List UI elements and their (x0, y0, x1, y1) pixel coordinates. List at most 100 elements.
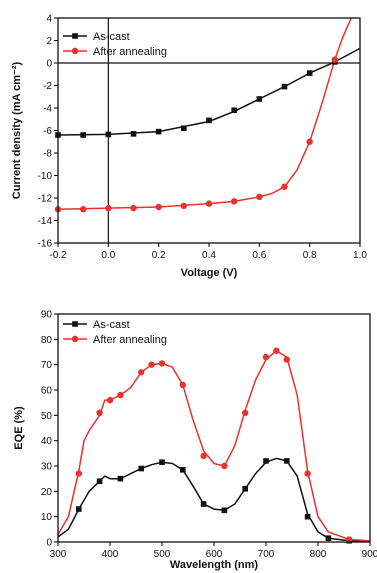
chart-1-x-tick-label-1: -0.2 (49, 250, 67, 261)
chart-2-y-tick-label-6: 50 (41, 411, 53, 422)
chart-1-series-1-point-11 (306, 70, 313, 76)
chart-2-y-tick-label-2: 10 (41, 512, 53, 523)
chart-1-y-tick-label-5: -8 (43, 149, 52, 160)
chart-2-series-1-point-10 (263, 458, 269, 464)
chart-1-y-tick-label-6: -6 (43, 126, 52, 137)
chart-2-series-2-point-10 (221, 462, 228, 470)
chart-2-series-2-line (57, 349, 371, 542)
chart-2-x-tick-label-6: 800 (310, 549, 327, 560)
chart-2-series-1-point-9 (242, 486, 248, 492)
chart-2-series-2-point-4 (117, 391, 124, 399)
chart-2-series-1-point-12 (304, 513, 311, 520)
chart-1-y-axis-label: Current density (mA cm⁻²) (11, 61, 23, 199)
chart-2-x-tick-label-7: 900 (362, 549, 377, 560)
chart-2-series-2-point-5 (138, 369, 145, 376)
chart-1-legend-marker-2 (71, 47, 79, 55)
chart-1-x-tick-label-5: 0.6 (252, 250, 266, 261)
chart-2-x-tick-label-4: 600 (206, 549, 223, 560)
chart-2-plot-frame (57, 313, 371, 543)
chart-2-series-1-point-13 (325, 535, 332, 541)
chart-2-y-tick-label-9: 80 (41, 335, 53, 346)
chart-1-series-1-point-4 (130, 131, 137, 137)
chart-1-series-1-point-9 (256, 96, 263, 102)
chart-2-series-1-line (57, 457, 371, 542)
chart-1-series-1-point-7 (206, 117, 212, 124)
chart-1-series-2-point-11 (306, 138, 313, 145)
chart-1-series-2-point-10 (281, 183, 288, 190)
chart-1-y-tick-label-9: 0 (46, 59, 52, 70)
chart-1-y-tick-label-11: 4 (46, 14, 52, 25)
chart-2-y-tick-label-3: 20 (41, 487, 53, 498)
chart-1-series-2-point-12 (331, 56, 339, 63)
chart-2-legend-label-2: After annealing (93, 334, 167, 346)
chart-1-legend-label-1: As-cast (93, 31, 130, 43)
chart-1-y-tick-label-2: -14 (38, 216, 53, 227)
chart-1-y-tick-label-4: -10 (38, 171, 53, 182)
chart-1-y-tick-label-1: -16 (38, 239, 53, 250)
chart-2-x-tick-label-3: 500 (154, 549, 171, 560)
chart-1-x-tick-label-3: 0.2 (152, 250, 166, 261)
chart-2-series-2-point-16 (346, 536, 353, 543)
chart-1-series-1-point-3 (105, 131, 112, 138)
chart-2-legend-marker-1 (72, 321, 78, 327)
chart-1-series-2-point-3 (105, 204, 112, 212)
chart-2-series-1-point-5 (159, 459, 165, 465)
chart-2-series-2-point-13 (273, 347, 280, 354)
chart-2-series-1-point-8 (221, 507, 228, 514)
chart-2-y-tick-label-7: 60 (41, 386, 53, 397)
chart-2-series-2-point-8 (179, 381, 186, 389)
chart-2-series-1-point-3 (117, 475, 124, 482)
chart-1-series-1-point-2 (80, 132, 86, 138)
chart-2-series-1-point-1 (76, 506, 82, 512)
chart-2-y-tick-label-1: 0 (46, 538, 52, 549)
chart-1-y-tick-label-10: 2 (46, 36, 52, 47)
chart-2-series-2-point-1 (75, 470, 83, 477)
chart-1-series-2-point-4 (130, 204, 137, 212)
chart-2-y-tick-label-10: 90 (41, 310, 53, 321)
chart-1-series-1-point-6 (181, 125, 187, 132)
chart-2-series-2-point-9 (200, 452, 207, 460)
chart-1-legend-marker-1 (72, 33, 78, 39)
chart-1-x-tick-label-4: 0.4 (202, 250, 216, 261)
chart-2-x-axis-label: Wavelength (nm) (170, 559, 259, 571)
chart-1-series-1-point-5 (155, 128, 162, 135)
chart-2-y-tick-label-5: 40 (41, 436, 53, 447)
chart-2-x-tick-label-1: 300 (50, 549, 67, 560)
chart-1-series-2-line (57, 17, 352, 211)
chart-2-series-2-point-14 (283, 356, 290, 363)
chart-1-series-2-point-6 (180, 202, 188, 210)
chart-2-series-2-point-6 (148, 361, 155, 368)
chart-1-x-tick-label-6: 0.8 (303, 250, 317, 261)
chart-1-legend-label-2: After annealing (93, 46, 167, 58)
chart-2-y-axis-label: EQE (%) (13, 406, 25, 450)
chart-2-series-1-point-7 (200, 501, 207, 507)
chart-1-series-1-point-10 (281, 83, 288, 90)
chart-2-series-2-point-12 (262, 353, 270, 361)
chart-1-y-tick-label-3: -12 (38, 194, 53, 205)
chart-2-y-tick-label-4: 30 (41, 462, 53, 473)
chart-2-series-1-point-4 (138, 465, 144, 472)
chart-2-series-1-point-6 (180, 467, 186, 473)
chart-2-x-tick-label-5: 700 (258, 549, 275, 560)
chart-1-series-2-point-7 (205, 200, 213, 207)
chart-2-series-1-point-11 (284, 458, 290, 464)
chart-1-x-tick-label-7: 1.0 (353, 250, 367, 261)
chart-2-legend-marker-2 (71, 335, 79, 343)
chart-2-series-2-point-11 (242, 409, 249, 416)
chart-1-series-2-point-2 (79, 206, 87, 213)
chart-1-series-2-point-9 (256, 193, 263, 201)
chart-1-y-tick-label-7: -4 (43, 104, 52, 115)
chart-1-series-2-point-8 (230, 198, 238, 205)
chart-1-x-tick-label-2: 0.0 (101, 250, 115, 261)
chart-1-series-2-point-5 (155, 203, 162, 211)
chart-2-series-1-point-2 (96, 478, 103, 484)
chart-2-x-tick-label-2: 400 (102, 549, 119, 560)
chart-1-x-axis-label: Voltage (V) (181, 267, 238, 279)
chart-1-series-1-point-8 (231, 107, 237, 114)
chart-2-series-2-point-3 (106, 396, 114, 404)
chart-2-y-tick-label-8: 70 (41, 360, 53, 371)
chart-2-series-2-point-7 (158, 360, 166, 367)
chart-2-legend-label-1: As-cast (93, 319, 130, 331)
chart-2-series-2-point-15 (304, 470, 311, 477)
